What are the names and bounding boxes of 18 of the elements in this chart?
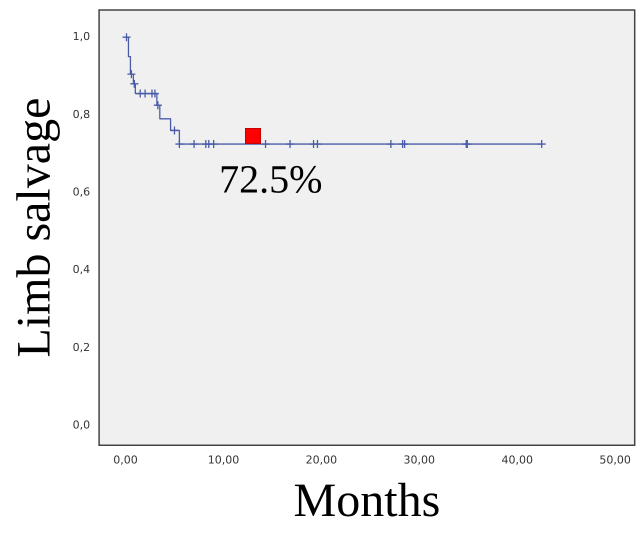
x-tick-label: 50,00 [599,454,631,467]
y-tick-label: 0,8 [72,108,90,121]
x-tick-label: 0,00 [113,454,138,467]
x-tick-label: 20,00 [306,454,338,467]
x-tick-label: 30,00 [404,454,436,467]
annotation: 72.5% [219,156,322,202]
point [130,79,139,88]
x-tick-label: 40,00 [501,454,533,467]
y-tick-label: 1,0 [72,30,90,44]
y-tick-label: 0,6 [72,185,90,198]
y-tick-label: 0,0 [72,418,90,432]
y-tick-label: 0,4 [72,263,90,276]
point [153,100,162,110]
x-axis-title: Months [294,474,440,527]
y-tick-label: 0,2 [72,340,90,354]
point [126,69,136,79]
y-axis-title: Limb salvage [7,98,60,358]
x-tick-label: 10,00 [208,454,240,467]
